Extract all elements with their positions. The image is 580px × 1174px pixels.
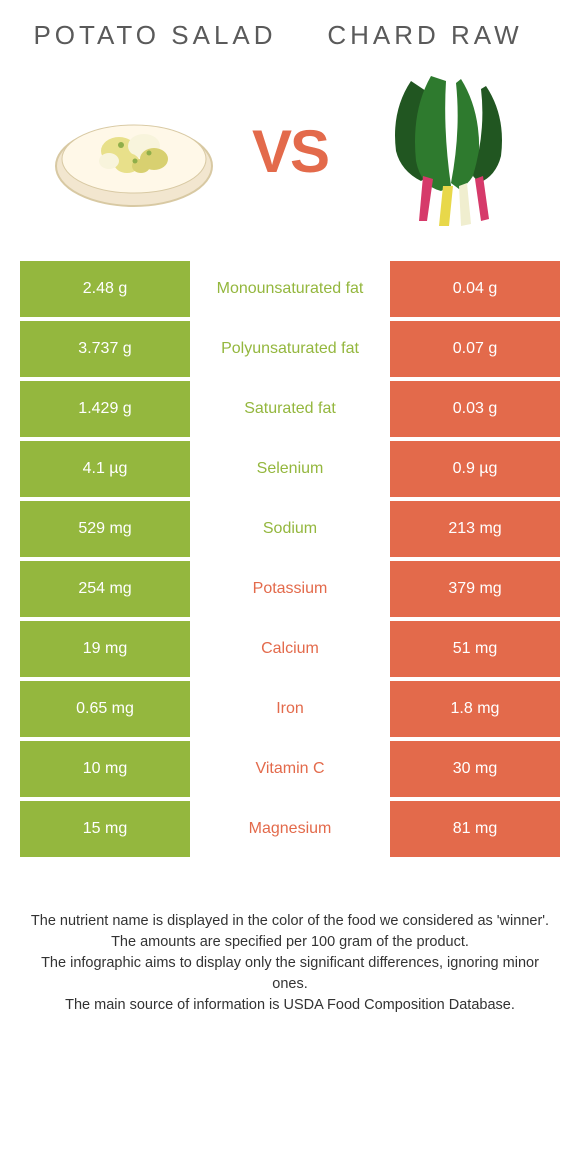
nutrient-name-cell: Sodium — [190, 501, 390, 557]
right-value-cell: 213 mg — [390, 501, 560, 557]
footer-line: The main source of information is USDA F… — [30, 995, 550, 1016]
right-value-cell: 0.04 g — [390, 261, 560, 317]
table-row: 254 mgPotassium379 mg — [20, 561, 560, 617]
potato-salad-image — [44, 71, 224, 231]
nutrient-name-cell: Selenium — [190, 441, 390, 497]
left-title-col: POTATO SALAD — [20, 20, 290, 51]
table-row: 4.1 µgSelenium0.9 µg — [20, 441, 560, 497]
left-value-cell: 10 mg — [20, 741, 190, 797]
nutrient-name-cell: Polyunsaturated fat — [190, 321, 390, 377]
right-value-cell: 51 mg — [390, 621, 560, 677]
image-row: VS — [0, 61, 580, 261]
footer-line: The nutrient name is displayed in the co… — [30, 911, 550, 932]
footer-notes: The nutrient name is displayed in the co… — [0, 861, 580, 1036]
table-row: 529 mgSodium213 mg — [20, 501, 560, 557]
chard-image — [356, 71, 536, 231]
nutrient-name-cell: Potassium — [190, 561, 390, 617]
nutrient-name-cell: Saturated fat — [190, 381, 390, 437]
right-value-cell: 0.07 g — [390, 321, 560, 377]
right-value-cell: 379 mg — [390, 561, 560, 617]
table-row: 0.65 mgIron1.8 mg — [20, 681, 560, 737]
nutrient-name-cell: Magnesium — [190, 801, 390, 857]
right-value-cell: 0.03 g — [390, 381, 560, 437]
left-value-cell: 529 mg — [20, 501, 190, 557]
left-food-title: POTATO SALAD — [20, 20, 290, 51]
table-row: 2.48 gMonounsaturated fat0.04 g — [20, 261, 560, 317]
nutrient-name-cell: Vitamin C — [190, 741, 390, 797]
left-value-cell: 2.48 g — [20, 261, 190, 317]
right-title-col: CHARD RAW — [290, 20, 560, 51]
table-row: 15 mgMagnesium81 mg — [20, 801, 560, 857]
nutrient-name-cell: Calcium — [190, 621, 390, 677]
footer-line: The infographic aims to display only the… — [30, 953, 550, 995]
right-food-title: CHARD RAW — [290, 20, 560, 51]
left-value-cell: 1.429 g — [20, 381, 190, 437]
nutrient-name-cell: Monounsaturated fat — [190, 261, 390, 317]
left-value-cell: 15 mg — [20, 801, 190, 857]
table-row: 1.429 gSaturated fat0.03 g — [20, 381, 560, 437]
left-value-cell: 3.737 g — [20, 321, 190, 377]
table-row: 19 mgCalcium51 mg — [20, 621, 560, 677]
right-value-cell: 30 mg — [390, 741, 560, 797]
nutrient-name-cell: Iron — [190, 681, 390, 737]
left-value-cell: 19 mg — [20, 621, 190, 677]
right-value-cell: 81 mg — [390, 801, 560, 857]
vs-label: VS — [252, 117, 328, 186]
table-row: 3.737 gPolyunsaturated fat0.07 g — [20, 321, 560, 377]
nutrient-table: 2.48 gMonounsaturated fat0.04 g3.737 gPo… — [0, 261, 580, 857]
right-value-cell: 0.9 µg — [390, 441, 560, 497]
table-row: 10 mgVitamin C30 mg — [20, 741, 560, 797]
left-value-cell: 0.65 mg — [20, 681, 190, 737]
footer-line: The amounts are specified per 100 gram o… — [30, 932, 550, 953]
right-value-cell: 1.8 mg — [390, 681, 560, 737]
header: POTATO SALAD CHARD RAW — [0, 0, 580, 61]
left-value-cell: 254 mg — [20, 561, 190, 617]
left-value-cell: 4.1 µg — [20, 441, 190, 497]
